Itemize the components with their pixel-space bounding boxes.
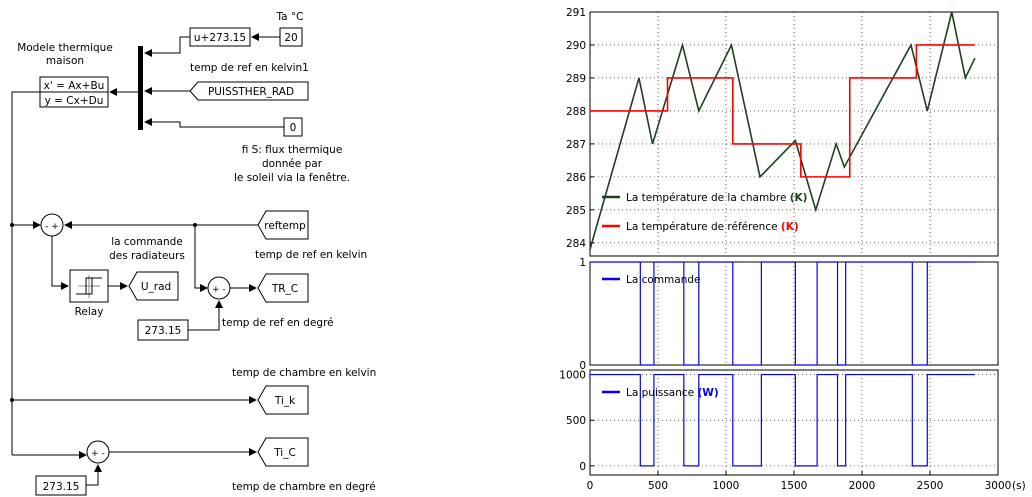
x-tick-label: 1000 bbox=[713, 480, 740, 492]
x-tick-label: 2000 bbox=[849, 480, 876, 492]
y-tick-label: 0 bbox=[579, 360, 586, 372]
sun-flux-line3: le soleil via la fenêtre. bbox=[234, 172, 350, 184]
plots-area: 284 285 286 287 288 289 290 291 La température d… bbox=[559, 7, 1025, 492]
room-degree-label: temp de chambre en degré bbox=[232, 481, 376, 493]
model-title-line1: Modele thermique bbox=[17, 42, 113, 54]
line-fcn-to-mux bbox=[144, 36, 190, 57]
line-0-to-mux bbox=[144, 118, 284, 128]
line-27315b-to-sum3 bbox=[86, 464, 102, 486]
reftemp-block[interactable] bbox=[257, 210, 309, 240]
x-tick-label: 1500 bbox=[781, 480, 808, 492]
legend-entry: La commande bbox=[626, 274, 701, 286]
y-tick-label: 1 bbox=[579, 257, 586, 269]
series-line bbox=[590, 44, 975, 178]
y-tick-label: 288 bbox=[566, 106, 586, 118]
puissther-label: PUISSTHER_RAD bbox=[208, 86, 294, 98]
y-tick-label: 291 bbox=[566, 7, 586, 19]
ref-degree-label: temp de ref en degré bbox=[222, 317, 334, 329]
model-title-line2: maison bbox=[46, 55, 84, 67]
x-tick-label: 0 bbox=[587, 480, 594, 492]
relay-icon bbox=[76, 275, 102, 298]
y-tick-label: 286 bbox=[566, 172, 586, 184]
plot-frame bbox=[589, 261, 999, 366]
line-sum1-to-relay bbox=[51, 236, 69, 290]
line-ss-output-trunk bbox=[11, 91, 40, 455]
ta-label: Ta °C bbox=[275, 11, 303, 23]
state-space-eq2: y = Cx+Du bbox=[45, 95, 104, 107]
tr-c-label: TR_C bbox=[271, 283, 298, 295]
ref-kelvin-label: temp de ref en kelvin bbox=[255, 249, 367, 261]
x-tick-label: 3000 bbox=[985, 480, 1012, 492]
const-27315-a-value: 273.15 bbox=[145, 325, 182, 337]
const-0-value: 0 bbox=[290, 122, 297, 134]
series-line bbox=[590, 261, 975, 366]
command-plot: 0 1 La commande bbox=[579, 257, 999, 372]
const-20-value: 20 bbox=[284, 32, 297, 44]
line-ref-to-sum2 bbox=[194, 225, 208, 292]
x-tick-label: 2500 bbox=[917, 480, 944, 492]
y-tick-label: 285 bbox=[566, 205, 586, 217]
tr-c-block[interactable] bbox=[257, 273, 309, 303]
room-kelvin-label: temp de chambre en kelvin bbox=[232, 367, 376, 379]
y-tick-label: 0 bbox=[579, 461, 586, 473]
x-tick-label: 500 bbox=[648, 480, 668, 492]
ti-c-block[interactable] bbox=[257, 437, 309, 467]
sun-flux-line1: fi S: flux thermique bbox=[242, 144, 343, 156]
legend-entry: La puissance (W) bbox=[626, 387, 719, 399]
ref-kelvin1-label: temp de ref en kelvin1 bbox=[190, 62, 309, 74]
sum2-signs: + - bbox=[212, 285, 226, 295]
ti-c-label: Ti_C bbox=[273, 447, 296, 459]
sum3-signs: + - bbox=[91, 449, 105, 459]
y-tick-label: 290 bbox=[566, 40, 586, 52]
const-27315-b-value: 273.15 bbox=[43, 481, 80, 493]
u-rad-label: U_rad bbox=[141, 281, 171, 293]
commande-line1: la commande bbox=[111, 236, 183, 248]
y-tick-label: 284 bbox=[566, 238, 586, 250]
y-tick-label: 287 bbox=[566, 139, 586, 151]
y-tick-label: 1000 bbox=[559, 370, 586, 382]
series-line bbox=[590, 373, 975, 467]
u-rad-block[interactable] bbox=[128, 271, 179, 301]
legend-entry: La température de la chambre (K) bbox=[626, 192, 807, 204]
sum1-signs: - + bbox=[45, 222, 59, 232]
temperature-plot: 284 285 286 287 288 289 290 291 La température d… bbox=[566, 7, 999, 257]
fcn-expression: u+273.15 bbox=[194, 32, 246, 44]
puissther-block[interactable] bbox=[189, 81, 309, 101]
y-tick-label: 500 bbox=[566, 415, 586, 427]
commande-line2: des radiateurs bbox=[109, 250, 185, 262]
ti-k-label: Ti_k bbox=[274, 395, 296, 407]
sun-flux-line2: donnée par bbox=[262, 158, 323, 170]
simulink-diagram: Modele thermique maison x' = Ax+Bu y = C… bbox=[10, 11, 376, 496]
ti-k-block[interactable] bbox=[257, 385, 309, 415]
mux-block[interactable] bbox=[138, 46, 143, 130]
state-space-eq1: x' = Ax+Bu bbox=[44, 80, 105, 92]
line-27315-to-sum2 bbox=[188, 300, 223, 331]
relay-label: Relay bbox=[75, 306, 104, 318]
y-tick-label: 289 bbox=[566, 73, 586, 85]
reftemp-label: reftemp bbox=[264, 220, 306, 232]
x-unit-label: (s) bbox=[1012, 480, 1026, 492]
power-plot: 0 500 1000 0 500 1000 1500 2000 2500 3000 (s) La pu… bbox=[559, 369, 1026, 492]
legend-entry: La température de référence (K) bbox=[626, 221, 799, 233]
